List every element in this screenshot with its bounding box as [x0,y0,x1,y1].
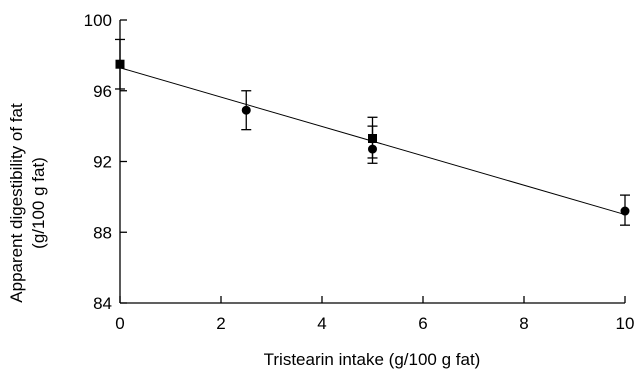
x-tick-label: 6 [418,314,427,333]
x-tick-label: 8 [519,314,528,333]
x-tick-label: 0 [115,314,124,333]
x-axis-title: Tristearin intake (g/100 g fat) [264,350,481,369]
y-tick-label: 100 [84,11,112,30]
y-axis-title-line2: (g/100 g fat) [29,157,48,249]
data-point-square [115,59,125,69]
data-points [115,38,630,226]
x-tick-label: 4 [317,314,326,333]
data-point-square [368,134,377,144]
data-point-circle [241,105,251,115]
y-tick-label: 88 [93,223,112,242]
y-axis-title-line1: Apparent digestibility of fat [7,103,26,303]
y-tick-label: 92 [93,153,112,172]
ticks: 0 2 4 6 8 10 84 88 92 96 100 [84,11,635,333]
x-tick-label: 10 [616,314,635,333]
y-tick-label: 96 [93,82,112,101]
data-point-circle [620,206,630,216]
y-tick-label: 84 [93,294,112,313]
x-tick-label: 2 [216,314,225,333]
